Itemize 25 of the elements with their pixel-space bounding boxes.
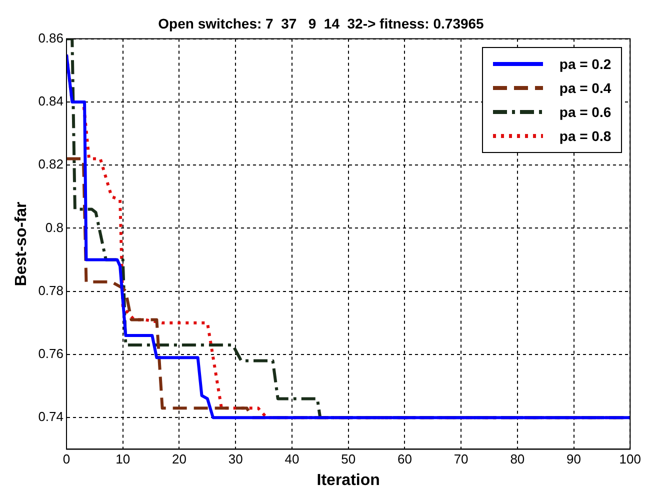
x-tick-label: 20: [172, 452, 186, 467]
y-tick-label: 0.78: [38, 282, 64, 298]
y-axis-title: Best-so-far: [13, 202, 30, 286]
x-tick-label: 70: [454, 452, 468, 467]
y-tick-label: 0.86: [38, 30, 64, 46]
legend-label: pa = 0.6: [559, 104, 612, 120]
x-tick-label: 30: [228, 452, 243, 467]
y-tick-label: 0.82: [38, 156, 64, 172]
x-axis-title: Iteration: [316, 472, 380, 489]
x-tick-label: 0: [62, 452, 70, 467]
legend-label: pa = 0.8: [559, 128, 612, 144]
x-tick-label: 60: [397, 452, 412, 467]
legend-label: pa = 0.4: [559, 80, 612, 96]
x-tick-label: 50: [341, 452, 356, 467]
chart-title: Open switches: 7 37 9 14 32-> fitness: 0.73965: [158, 15, 484, 32]
x-tick-label: 100: [619, 452, 642, 467]
x-tick-label: 40: [284, 452, 300, 467]
x-tick-label: 10: [116, 452, 130, 467]
legend-label: pa = 0.2: [559, 56, 612, 72]
x-tick-label: 90: [566, 452, 582, 467]
y-tick-label: 0.84: [38, 94, 64, 109]
y-tick-label: 0.8: [45, 220, 64, 235]
y-tick-label: 0.74: [38, 409, 64, 424]
y-tick-label: 0.76: [38, 346, 64, 362]
x-tick-label: 80: [510, 452, 525, 467]
